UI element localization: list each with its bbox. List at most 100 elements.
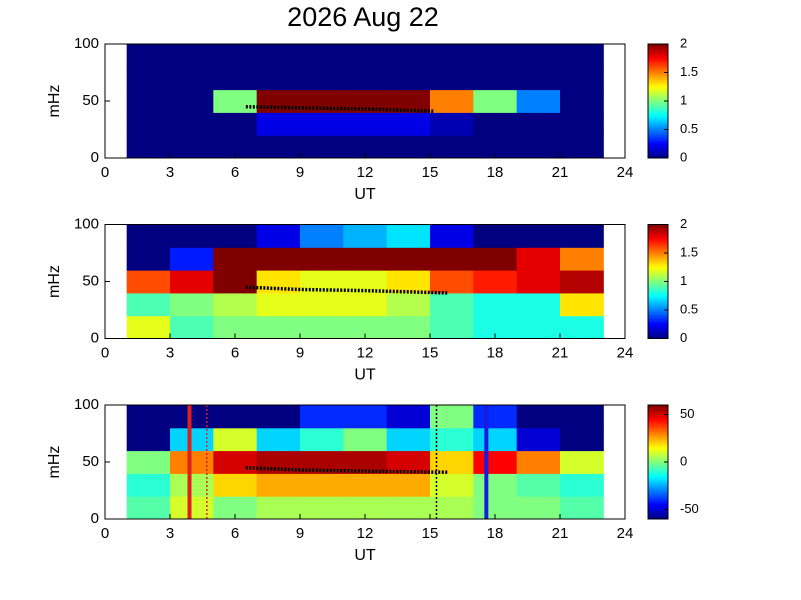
colorbar-swatch — [648, 247, 668, 250]
colorbar-swatch — [648, 478, 668, 481]
colorbar-swatch — [648, 408, 668, 411]
colorbar-swatch — [648, 440, 668, 443]
colorbar-swatch — [648, 263, 668, 266]
colorbar-swatch — [648, 479, 668, 482]
x-tick-label: 24 — [617, 525, 634, 542]
colorbar-swatch — [648, 428, 668, 431]
heat-cell — [386, 427, 431, 452]
heat-cell — [386, 405, 431, 429]
heat-cell — [126, 224, 171, 248]
heat-cell — [430, 44, 474, 68]
heat-cell — [516, 473, 561, 497]
colorbar-swatch — [648, 490, 668, 493]
colorbar-swatch — [648, 251, 668, 254]
heat-cell — [473, 89, 518, 113]
colorbar-swatch — [648, 134, 668, 137]
heat-cell — [343, 450, 388, 474]
y-axis-label: mHz — [46, 265, 63, 298]
heat-cell — [386, 135, 431, 159]
colorbar-swatch — [648, 501, 668, 504]
colorbar-swatch — [648, 486, 668, 490]
heat-cell — [343, 135, 388, 159]
heat-cell — [170, 427, 214, 452]
colorbar-swatch — [648, 150, 668, 153]
colorbar-swatch — [648, 322, 668, 325]
colorbar-swatch — [648, 456, 668, 459]
heat-cell — [300, 315, 344, 339]
colorbar-swatch — [648, 336, 668, 339]
colorbar-swatch — [648, 260, 668, 263]
x-tick-label: 18 — [487, 164, 504, 181]
colorbar-swatch — [648, 494, 668, 497]
heat-cell — [343, 427, 388, 452]
colorbar-swatch — [648, 95, 668, 98]
colorbar-swatch — [648, 152, 668, 155]
heat-cell — [560, 450, 604, 474]
colorbar-swatch — [648, 56, 668, 59]
heat-cell — [126, 135, 171, 159]
heat-cell — [300, 496, 344, 520]
colorbar-swatch — [648, 405, 668, 408]
heat-cell — [386, 450, 431, 474]
colorbar-swatch — [648, 488, 668, 491]
heat-cell — [300, 112, 344, 136]
colorbar-swatch — [648, 467, 668, 470]
heat-cell — [170, 473, 214, 497]
heat-cell — [343, 315, 388, 339]
heat-cell — [300, 450, 344, 474]
heat-cell — [300, 89, 344, 113]
heat-cell — [256, 66, 301, 91]
x-tick-label: 12 — [357, 164, 374, 181]
heat-cell — [343, 270, 388, 294]
heat-cell — [560, 473, 604, 497]
heat-cell — [473, 270, 518, 294]
y-tick-label: 100 — [74, 35, 99, 52]
colorbar-swatch — [648, 308, 668, 311]
colorbar-swatch — [648, 502, 668, 506]
colorbar-swatch — [648, 101, 668, 104]
heat-cell — [516, 44, 561, 68]
colorbar-swatch — [648, 417, 668, 420]
heat-cell — [256, 496, 301, 520]
colorbar-swatch — [648, 285, 668, 288]
heat-cell — [343, 224, 388, 248]
heat-cell — [473, 66, 518, 91]
heat-cell — [560, 44, 604, 68]
x-tick-label: 9 — [296, 344, 304, 361]
heat-cell — [560, 427, 604, 452]
x-tick-label: 21 — [552, 344, 569, 361]
heat-cell — [213, 292, 258, 317]
colorbar-swatch — [648, 90, 668, 93]
heat-cell — [170, 66, 214, 91]
x-tick-label: 0 — [101, 525, 109, 542]
colorbar-swatch — [648, 320, 668, 323]
colorbar-swatch — [648, 93, 668, 96]
colorbar-swatch — [648, 140, 668, 143]
heat-cell — [473, 224, 518, 248]
heat-cell — [560, 224, 604, 248]
heat-cell — [386, 247, 431, 271]
heat-cell — [386, 496, 431, 520]
heat-cell — [473, 292, 518, 317]
colorbar-swatch — [648, 149, 668, 152]
heat-cell — [170, 496, 214, 520]
heat-cell — [213, 450, 258, 474]
colorbar-swatch — [648, 410, 668, 413]
heat-cell — [343, 473, 388, 497]
colorbar-swatch — [648, 492, 668, 495]
heat-cell — [170, 292, 214, 317]
colorbar-swatch — [648, 242, 668, 245]
colorbar-swatch — [648, 45, 668, 48]
colorbar-tick-label: -50 — [680, 501, 699, 516]
colorbar-swatch — [648, 109, 668, 112]
heat-cell — [516, 66, 561, 91]
heat-cell — [213, 112, 258, 136]
heat-cell — [256, 44, 301, 68]
colorbar-swatch — [648, 61, 668, 64]
colorbar-swatch — [648, 517, 668, 520]
colorbar-swatch — [648, 124, 668, 127]
colorbar-swatch — [648, 476, 668, 479]
colorbar-swatch — [648, 469, 668, 472]
colorbar-swatch — [648, 72, 668, 75]
colorbar-swatch — [648, 463, 668, 466]
